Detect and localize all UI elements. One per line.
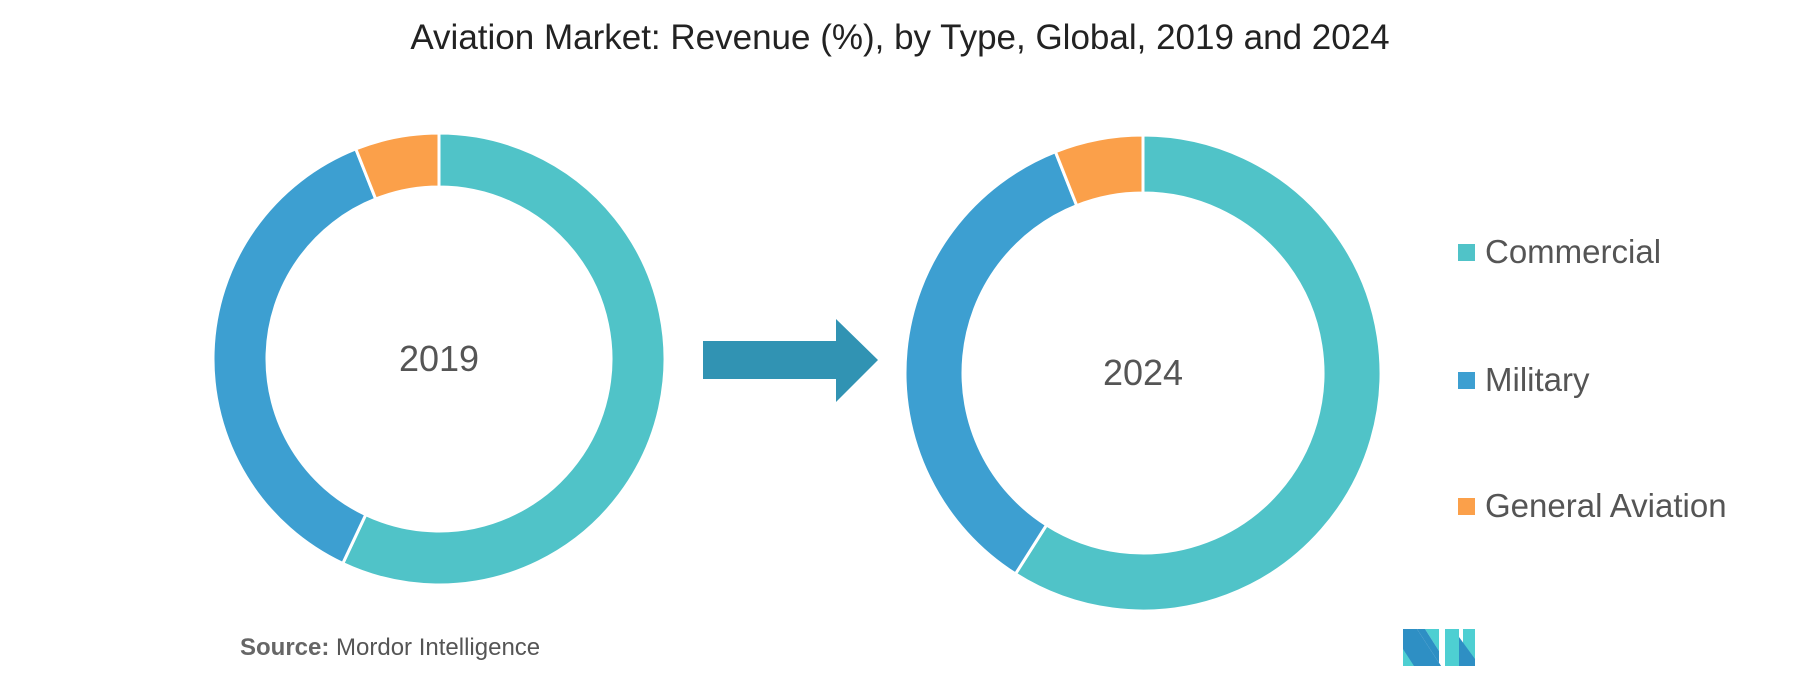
legend-swatch	[1458, 497, 1475, 515]
slice-2019-military	[211, 146, 378, 566]
chart-title: Aviation Market: Revenue (%), by Type, G…	[410, 18, 1390, 57]
legend-label: Commercial	[1485, 233, 1662, 270]
arrow-icon	[703, 319, 878, 402]
slice-2019-commercial	[340, 131, 667, 587]
legend-swatch	[1458, 243, 1475, 261]
slice-2024-commercial	[1013, 133, 1383, 613]
source-label: Source:	[240, 634, 330, 661]
legend-item: Military	[1458, 361, 1590, 399]
legend-item: General Aviation	[1458, 487, 1727, 525]
legend-label: General Aviation	[1485, 487, 1727, 524]
donut-center-label: 2019	[399, 338, 479, 379]
slice-2019-general-aviation	[353, 131, 441, 202]
legend-item: Commercial	[1458, 233, 1661, 271]
source-text: Mordor Intelligence	[336, 634, 541, 661]
slice-2024-general-aviation	[1053, 133, 1145, 208]
donut-center-label: 2024	[1103, 352, 1183, 393]
source-note: Source: Mordor Intelligence	[240, 634, 540, 662]
legend-swatch	[1458, 371, 1475, 389]
legend-label: Military	[1485, 361, 1590, 398]
slice-2024-military	[903, 149, 1079, 577]
